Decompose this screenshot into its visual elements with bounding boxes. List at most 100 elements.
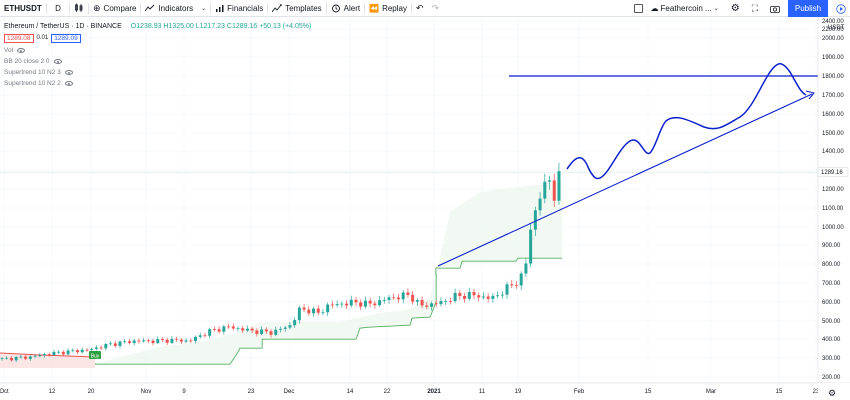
candle-body bbox=[491, 295, 495, 299]
time-tick-label: 14 bbox=[347, 389, 354, 395]
candle-body bbox=[406, 292, 410, 295]
projected-path-drawing[interactable] bbox=[566, 63, 807, 180]
candle-body bbox=[151, 340, 155, 344]
chart-type-button[interactable] bbox=[70, 0, 88, 17]
layout-menu[interactable]: ☁ Feathercoin ... ⌄ bbox=[647, 0, 723, 17]
price-tick-label: 1000.00 bbox=[822, 225, 844, 231]
candle-body bbox=[71, 350, 75, 352]
indicators-icon bbox=[145, 4, 155, 12]
price-axis[interactable]: 2400.00 2200.00 2000.00 1900.00 1800.00 1700.… bbox=[817, 19, 849, 381]
candle-body bbox=[335, 304, 339, 306]
trendline-drawing[interactable] bbox=[437, 93, 813, 267]
time-axis[interactable]: Oct 12 20 Nov 9 23 Dec 14 22 2021 11 19 Feb 15 Mar 15 23 bbox=[0, 389, 820, 395]
candle-body bbox=[170, 338, 174, 343]
candle-body bbox=[453, 292, 457, 302]
indicator-bb[interactable]: BB 20 close 2 0 bbox=[4, 56, 311, 67]
candle-body bbox=[548, 180, 552, 182]
candle-body bbox=[481, 296, 485, 298]
candle-body bbox=[368, 300, 372, 304]
candle-body bbox=[538, 198, 542, 211]
candle-body bbox=[227, 326, 231, 328]
toolbar-divider bbox=[46, 2, 47, 14]
eye-icon[interactable] bbox=[17, 48, 26, 53]
candle-body bbox=[552, 180, 556, 201]
eye-icon[interactable] bbox=[64, 81, 73, 86]
candle-body bbox=[524, 263, 528, 274]
candle-body bbox=[330, 304, 334, 306]
trend-drawings[interactable] bbox=[437, 63, 818, 267]
candle-body bbox=[194, 336, 198, 341]
top-toolbar: ETHUSDT D ⊕ Compare Indicators ⌄ Financi… bbox=[0, 0, 850, 17]
candle-body bbox=[505, 284, 509, 295]
time-tick-label: Dec bbox=[284, 389, 295, 395]
candle-body bbox=[269, 331, 273, 335]
candle-body bbox=[519, 273, 523, 286]
snapshot-button[interactable] bbox=[766, 0, 784, 17]
indicator-supertrend-2[interactable]: Supertrend 10 N2 2 bbox=[4, 78, 311, 89]
undo-button[interactable]: ↶ bbox=[412, 0, 428, 17]
indicator-vol[interactable]: Vol bbox=[4, 45, 311, 56]
candle-body bbox=[396, 297, 400, 300]
price-tick-label: 2000.00 bbox=[822, 36, 844, 42]
candle-body bbox=[496, 295, 500, 297]
redo-button[interactable]: ↷ bbox=[428, 0, 444, 17]
ask-price[interactable]: 1289.09 bbox=[51, 33, 81, 43]
fullscreen-icon: ⛶ bbox=[751, 3, 758, 13]
chart-area[interactable]: 2400.00 2200.00 2000.00 1900.00 1800.00 1700.… bbox=[0, 17, 850, 400]
candle-body bbox=[354, 299, 358, 303]
candle-body bbox=[293, 320, 297, 326]
price-tick-label: 1900.00 bbox=[822, 55, 844, 61]
settings-button[interactable]: ⚙ bbox=[727, 0, 744, 17]
toolbar-divider bbox=[364, 2, 366, 14]
financials-label: Financials bbox=[227, 3, 264, 13]
candle-body bbox=[19, 356, 23, 358]
candle-body bbox=[118, 341, 122, 346]
candle-body bbox=[175, 338, 179, 340]
candle-body bbox=[387, 297, 391, 301]
toolbar-divider bbox=[410, 2, 412, 14]
alert-button[interactable]: Alert bbox=[327, 0, 364, 17]
candle-body bbox=[255, 330, 259, 334]
symbol-search[interactable]: ETHUSDT bbox=[4, 3, 42, 13]
play-button[interactable] bbox=[832, 0, 850, 17]
price-tick-label: 500.00 bbox=[822, 319, 841, 325]
interval-button[interactable]: D bbox=[55, 3, 61, 13]
candle-body bbox=[76, 350, 80, 353]
price-tick-label: 700.00 bbox=[822, 281, 841, 287]
buy-label: Buy bbox=[91, 354, 100, 360]
eye-icon[interactable] bbox=[53, 59, 62, 64]
settings-corner-button[interactable]: ⚙ bbox=[828, 388, 836, 398]
time-tick-label: 9 bbox=[182, 389, 186, 395]
financials-button[interactable]: Financials bbox=[211, 0, 267, 17]
time-tick-label: 15 bbox=[645, 389, 652, 395]
indicators-button[interactable]: Indicators bbox=[141, 0, 197, 17]
price-chart[interactable]: 2400.00 2200.00 2000.00 1900.00 1800.00 1700.… bbox=[0, 17, 850, 400]
eye-icon[interactable] bbox=[64, 70, 73, 75]
candle-body bbox=[250, 328, 254, 331]
price-tick-label: 800.00 bbox=[822, 262, 841, 268]
indicators-dropdown[interactable]: ⌄ bbox=[197, 0, 210, 17]
candle-body bbox=[307, 309, 311, 314]
replay-button[interactable]: ⏪ Replay bbox=[365, 0, 411, 17]
fullscreen-button[interactable]: ⛶ bbox=[748, 0, 762, 17]
candle-body bbox=[146, 340, 150, 342]
square-icon[interactable] bbox=[633, 4, 643, 13]
grid-lines bbox=[0, 17, 818, 383]
candle-body bbox=[349, 299, 353, 306]
trendline-arrowhead bbox=[805, 90, 815, 100]
templates-button[interactable]: Templates bbox=[268, 0, 325, 17]
templates-icon bbox=[272, 3, 283, 12]
candle-body bbox=[127, 341, 131, 343]
price-tick-label: 400.00 bbox=[822, 337, 841, 343]
toolbar-right: ☁ Feathercoin ... ⌄ ⚙ ⛶ Publish bbox=[633, 0, 850, 17]
candle-body bbox=[411, 294, 415, 302]
bid-price[interactable]: 1289.08 bbox=[4, 33, 34, 43]
indicator-supertrend-3[interactable]: Supertrend 10 N2 3 bbox=[4, 67, 311, 78]
price-unit-label: USDT bbox=[828, 25, 845, 31]
toolbar-divider bbox=[69, 2, 70, 14]
candle-body bbox=[5, 357, 9, 359]
candle-body bbox=[439, 301, 443, 305]
compare-button[interactable]: ⊕ Compare bbox=[89, 0, 140, 17]
publish-button[interactable]: Publish bbox=[788, 0, 828, 17]
candle-body bbox=[245, 328, 249, 331]
